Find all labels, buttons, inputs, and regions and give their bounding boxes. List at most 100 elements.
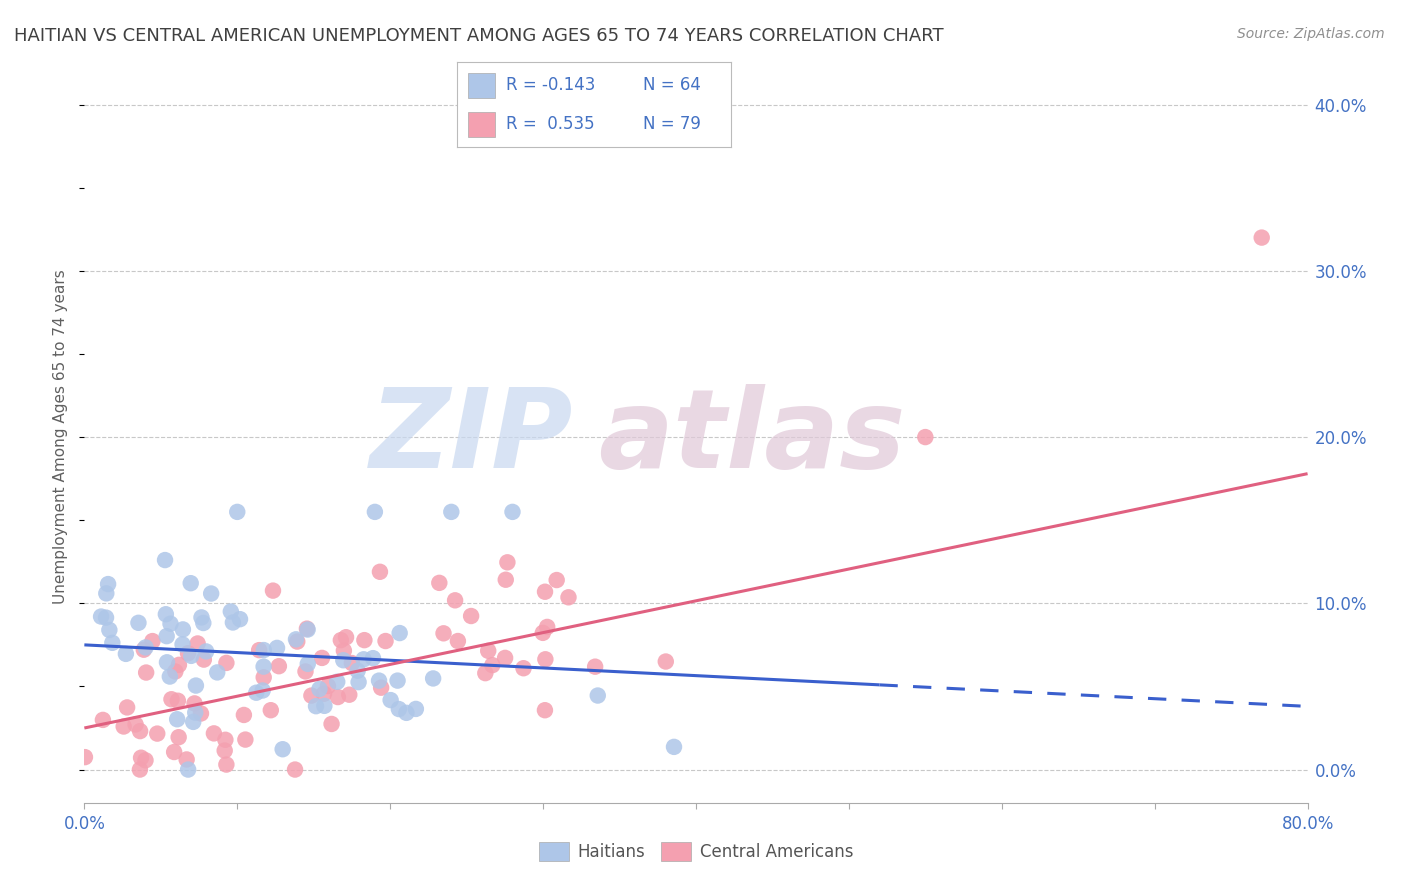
Point [427,575,450,590]
Point [477,644,499,658]
Point [405,702,427,716]
Point [252,659,274,673]
Point [312,687,335,701]
Point [271,742,294,756]
Point [115,700,138,714]
Point [531,625,554,640]
Point [422,672,444,686]
Point [222,615,245,630]
Point [370,681,392,695]
Point [172,637,194,651]
Point [215,656,238,670]
Point [326,674,349,689]
Point [474,666,496,681]
Point [444,593,467,607]
Point [232,708,254,723]
Point [115,647,138,661]
Point [202,726,225,740]
Point [124,717,146,731]
Point [326,690,349,704]
Point [253,670,276,684]
Point [165,665,187,679]
Point [321,717,343,731]
Point [167,694,190,708]
Point [332,653,354,667]
Point [440,505,463,519]
Point [96,586,118,600]
Point [127,615,149,630]
Point [172,623,194,637]
Point [155,607,177,622]
Point [481,658,503,673]
Point [180,648,202,663]
Point [346,664,368,678]
Point [496,555,519,569]
Point [297,623,319,637]
Point [135,665,157,680]
Point [129,724,152,739]
Point [184,679,207,693]
Point [534,584,557,599]
Point [262,583,284,598]
Point [557,591,579,605]
Point [1250,230,1272,244]
Point [215,757,238,772]
Point [73,750,96,764]
Point [219,605,242,619]
Point [214,743,236,757]
Point [294,665,316,679]
Point [353,652,375,666]
Point [252,683,274,698]
Point [214,732,236,747]
Point [460,609,482,624]
Point [586,689,609,703]
Point [245,686,267,700]
Point [284,763,307,777]
Point [305,699,328,714]
Point [153,553,176,567]
Point [311,651,333,665]
Point [200,586,222,600]
Point [176,752,198,766]
Point [368,565,391,579]
Point [193,615,215,630]
Point [180,576,202,591]
Point [495,573,517,587]
Point [361,651,384,665]
Point [141,634,163,648]
Text: N = 64: N = 64 [644,77,702,95]
Point [447,634,470,648]
Text: Source: ZipAtlas.com: Source: ZipAtlas.com [1237,27,1385,41]
Point [335,630,357,644]
Point [94,610,117,624]
Point [299,689,322,703]
Point [387,673,409,688]
Point [655,655,678,669]
Point [160,692,183,706]
Point [534,652,557,666]
Point [534,703,557,717]
Point [205,665,228,680]
Point [90,609,112,624]
Point [914,430,936,444]
Point [295,622,318,636]
Point [340,656,363,670]
Point [98,623,121,637]
Point [364,505,387,519]
Point [190,706,212,721]
Point [156,629,179,643]
Point [374,634,396,648]
Point [512,661,534,675]
Point [502,505,524,519]
Point [97,577,120,591]
Point [184,706,207,720]
Point [101,636,124,650]
Point [190,610,212,624]
Text: N = 79: N = 79 [644,115,702,133]
Point [181,714,204,729]
Text: R = -0.143: R = -0.143 [506,77,596,95]
Point [195,644,218,658]
Point [297,657,319,671]
Point [316,679,339,693]
Point [129,763,152,777]
